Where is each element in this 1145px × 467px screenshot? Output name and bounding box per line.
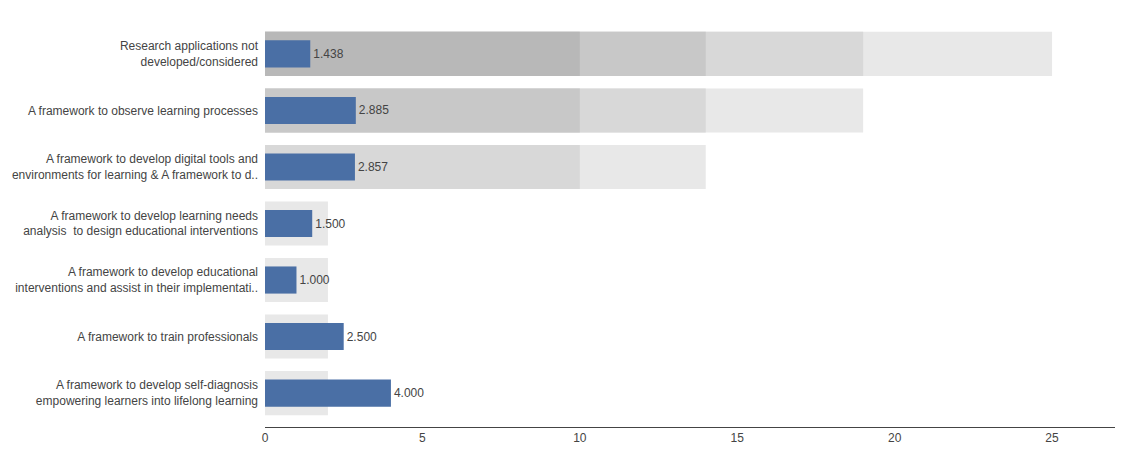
svg-text:A framework to develop educati: A framework to develop educationalinterv… [15, 265, 258, 295]
svg-text:0: 0 [262, 431, 269, 445]
svg-text:15: 15 [731, 431, 745, 445]
svg-text:Research applications notdevel: Research applications notdeveloped/consi… [120, 39, 259, 69]
svg-text:A framework to develop self-di: A framework to develop self-diagnosisemp… [36, 378, 258, 408]
svg-text:2.500: 2.500 [347, 330, 377, 344]
svg-text:A framework to develop learnin: A framework to develop learning needsana… [23, 209, 258, 239]
svg-text:A framework to develop digital: A framework to develop digital tools and… [12, 152, 258, 182]
svg-text:2.857: 2.857 [358, 160, 388, 174]
svg-text:1.438: 1.438 [313, 47, 343, 61]
svg-text:1.500: 1.500 [315, 217, 345, 231]
svg-text:25: 25 [1045, 431, 1059, 445]
svg-text:A framework to observe learnin: A framework to observe learning processe… [28, 104, 258, 118]
svg-text:4.000: 4.000 [394, 386, 424, 400]
svg-text:A framework to train professio: A framework to train professionals [77, 330, 258, 344]
svg-text:20: 20 [888, 431, 902, 445]
svg-text:10: 10 [573, 431, 587, 445]
svg-text:1.000: 1.000 [299, 273, 329, 287]
svg-text:5: 5 [419, 431, 426, 445]
svg-text:2.885: 2.885 [359, 103, 389, 117]
